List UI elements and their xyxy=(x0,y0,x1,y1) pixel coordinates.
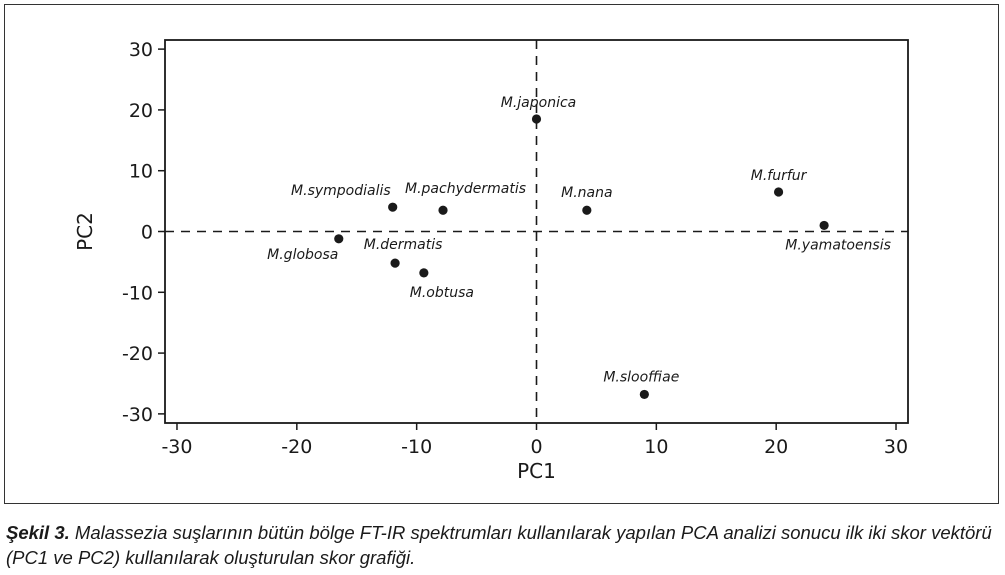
y-tick-label: 30 xyxy=(129,39,153,61)
data-point xyxy=(334,234,344,244)
x-tick-label: 20 xyxy=(764,436,788,458)
data-point xyxy=(773,187,784,197)
x-tick-label: -30 xyxy=(161,436,192,458)
data-point xyxy=(531,114,542,124)
figure-caption: Şekil 3. Malassezia suşlarının bütün böl… xyxy=(6,520,1001,570)
x-tick-label: -10 xyxy=(401,436,432,458)
x-tick-label: 10 xyxy=(644,436,668,458)
x-tick-label: 0 xyxy=(530,436,542,458)
data-point xyxy=(388,202,398,212)
data-point-label: M.dermatis xyxy=(364,237,443,253)
pca-score-plot: -30 -20 -10 0 10 20 30 -30 -20 -10 0 10 20 30 PC1 PC2 M.… xyxy=(73,39,909,483)
data-point-label: M.yamatoensis xyxy=(785,237,891,253)
data-point xyxy=(419,268,429,278)
data-point-label: M.obtusa xyxy=(410,285,474,301)
data-point-label: M.nana xyxy=(561,185,612,201)
caption-label: Şekil 3. xyxy=(6,522,70,543)
x-tick-label: 30 xyxy=(884,436,908,458)
data-point xyxy=(390,258,400,268)
y-tick-label: -20 xyxy=(122,343,153,365)
y-tick-label: -30 xyxy=(122,404,153,426)
x-tick-label: -20 xyxy=(281,436,312,458)
data-point xyxy=(582,205,592,215)
caption-text: Malassezia suşlarının bütün bölge FT-IR … xyxy=(6,522,992,568)
figure-frame xyxy=(4,4,999,504)
y-tick-label: 0 xyxy=(141,222,153,244)
y-tick-label: -10 xyxy=(122,282,153,304)
data-point-label: M.slooffiae xyxy=(603,369,679,385)
data-point-label: M.sympodialis xyxy=(291,183,391,199)
data-point xyxy=(639,389,649,400)
data-point-label: M.globosa xyxy=(267,247,338,263)
y-tick-label: 20 xyxy=(129,100,153,122)
y-tick-label: 10 xyxy=(129,161,153,183)
data-point-label: M.pachydermatis xyxy=(405,181,526,197)
data-point xyxy=(438,205,448,215)
data-point-label: M.furfur xyxy=(751,168,808,184)
x-axis-title: PC1 xyxy=(517,459,556,483)
data-point-label: M.japonica xyxy=(501,95,577,111)
data-point xyxy=(819,220,829,231)
y-axis-title: PC2 xyxy=(73,212,97,251)
